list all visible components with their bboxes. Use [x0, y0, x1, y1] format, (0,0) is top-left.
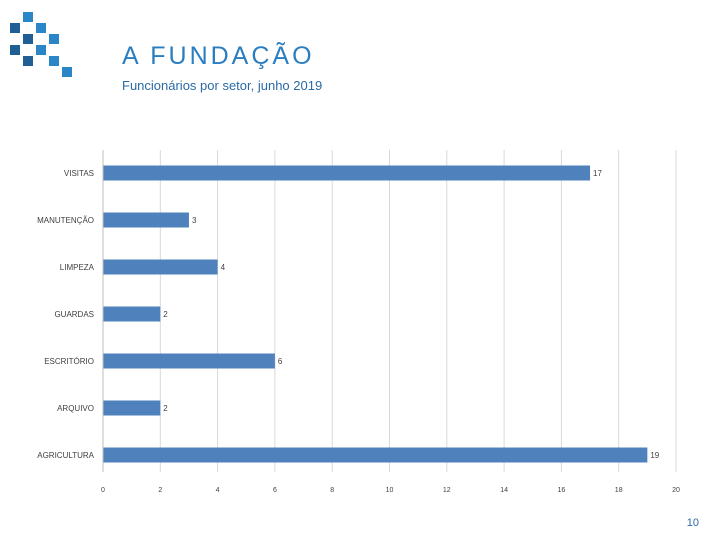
fundacao-logo-icon — [10, 12, 80, 80]
bar — [103, 353, 275, 369]
x-tick-label: 10 — [386, 487, 394, 494]
logo-square — [10, 23, 20, 33]
x-tick-label: 14 — [500, 487, 508, 494]
logo-square — [49, 56, 59, 66]
data-label: 2 — [163, 404, 168, 413]
data-label: 3 — [192, 216, 197, 225]
data-label: 19 — [650, 451, 659, 460]
x-tick-label: 18 — [615, 487, 623, 494]
logo-square — [23, 56, 33, 66]
data-label: 2 — [163, 310, 168, 319]
bar — [103, 306, 161, 322]
x-tick-label: 12 — [443, 487, 451, 494]
page-subtitle: Funcionários por setor, junho 2019 — [122, 78, 323, 93]
data-label: 17 — [593, 169, 602, 178]
logo-square — [23, 12, 33, 22]
x-tick-label: 20 — [672, 487, 680, 494]
bar — [103, 447, 648, 463]
data-label: 4 — [221, 263, 226, 272]
bar — [103, 212, 189, 228]
x-tick-label: 6 — [273, 487, 277, 494]
logo-square — [36, 23, 46, 33]
category-label: LIMPEZA — [60, 263, 95, 272]
logo-square — [62, 67, 72, 77]
bar — [103, 165, 591, 181]
logo-square — [36, 45, 46, 55]
category-label: ESCRITÓRIO — [44, 357, 94, 366]
category-label: GUARDAS — [54, 310, 94, 319]
x-tick-label: 8 — [330, 487, 334, 494]
category-label: VISITAS — [64, 169, 94, 178]
bar — [103, 259, 218, 275]
x-tick-label: 0 — [101, 487, 105, 494]
logo-square — [49, 34, 59, 44]
x-tick-label: 4 — [216, 487, 220, 494]
logo-square — [10, 45, 20, 55]
x-tick-label: 16 — [558, 487, 566, 494]
category-label: AGRICULTURA — [37, 451, 94, 460]
data-label: 6 — [278, 357, 283, 366]
category-label: ARQUIVO — [57, 404, 94, 413]
page-title: A FUNDAÇÃO — [122, 42, 315, 70]
x-tick-label: 2 — [158, 487, 162, 494]
logo-square — [23, 34, 33, 44]
page-number: 10 — [686, 517, 699, 529]
category-label: MANUTENÇÃO — [37, 216, 94, 225]
bar — [103, 400, 161, 416]
